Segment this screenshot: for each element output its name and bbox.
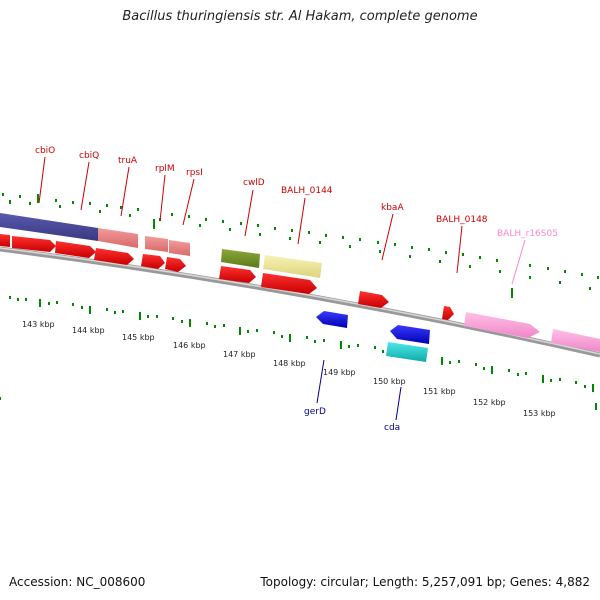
gene-arrow[interactable]: [442, 306, 454, 320]
gene-block-BALH_0144[interactable]: [263, 255, 322, 278]
gene-block-rplM[interactable]: [169, 240, 190, 256]
gene-label[interactable]: BALH_0144: [281, 186, 333, 196]
outer-tick-ruler: [2, 193, 599, 298]
gene-block-cbiQ[interactable]: [98, 228, 138, 248]
gene-arrow[interactable]: [165, 257, 186, 272]
gene-label[interactable]: truA: [118, 156, 138, 166]
genome-summary: Topology: circular; Length: 5,257,091 bp…: [260, 575, 590, 589]
gene-label[interactable]: gerD: [304, 407, 326, 417]
gene-label[interactable]: rpsI: [186, 168, 203, 178]
gene-arrow[interactable]: [261, 273, 317, 294]
gene-arrow-gerD[interactable]: [316, 311, 348, 328]
gene-label[interactable]: BALH_r16S05: [497, 229, 558, 239]
gene-arrow[interactable]: [55, 241, 96, 258]
gene-label[interactable]: BALH_0148: [436, 215, 488, 225]
gene-block-rRNA-2[interactable]: [551, 329, 600, 352]
gene-arrow[interactable]: [141, 254, 165, 269]
ruler-labels: 143 kbp 144 kbp 145 kbp 146 kbp 147 kbp …: [22, 320, 556, 418]
gene-block-truA[interactable]: [145, 236, 168, 252]
reverse-gene-labels: gerD cda: [304, 359, 402, 433]
gene-label[interactable]: cwlD: [243, 178, 265, 188]
ruler-label: 144 kbp: [72, 326, 105, 335]
gene-block-cbiO[interactable]: [0, 213, 98, 241]
gene-arrow[interactable]: [390, 325, 430, 344]
genome-backbone: [0, 246, 600, 358]
gene-arrow[interactable]: [94, 248, 134, 265]
ruler-label: 149 kbp: [323, 368, 356, 377]
gene-label[interactable]: cbiO: [35, 146, 55, 156]
reverse-gene-arrows: [316, 311, 430, 362]
gene-label[interactable]: cbiQ: [79, 151, 99, 161]
ruler-label: 151 kbp: [423, 387, 456, 396]
gene-block-cwlD[interactable]: [221, 249, 260, 268]
gene-block-cda[interactable]: [386, 342, 428, 362]
accession-label: Accession: NC_008600: [9, 575, 146, 589]
gene-arrow[interactable]: [12, 236, 56, 252]
gene-arrow[interactable]: [358, 291, 389, 308]
gene-label[interactable]: cda: [384, 423, 400, 433]
rna-gene-labels: BALH_r16S05: [497, 229, 558, 285]
map-title: Bacillus thuringiensis str. Al Hakam, co…: [122, 9, 478, 24]
ruler-label: 147 kbp: [223, 350, 256, 359]
ruler-label: 143 kbp: [22, 320, 55, 329]
ruler-label: 152 kbp: [473, 398, 506, 407]
gene-label[interactable]: rplM: [155, 164, 175, 174]
forward-gene-blocks: [0, 213, 600, 352]
ruler-label: 148 kbp: [273, 359, 306, 368]
gene-label[interactable]: kbaA: [381, 203, 404, 213]
gene-block-BALH_r16S05[interactable]: [464, 312, 540, 338]
forward-gene-arrows: [0, 234, 454, 320]
ruler-label: 150 kbp: [373, 377, 406, 386]
forward-gene-labels: cbiO cbiQ truA rplM rpsI cwlD BALH_0144 …: [35, 146, 488, 274]
gene-arrow[interactable]: [219, 266, 256, 283]
ruler-label: 146 kbp: [173, 341, 206, 350]
inner-tick-ruler: [0, 296, 594, 400]
ruler-label: 153 kbp: [523, 409, 556, 418]
gene-arrow[interactable]: [0, 234, 10, 247]
ruler-label: 145 kbp: [122, 333, 155, 342]
